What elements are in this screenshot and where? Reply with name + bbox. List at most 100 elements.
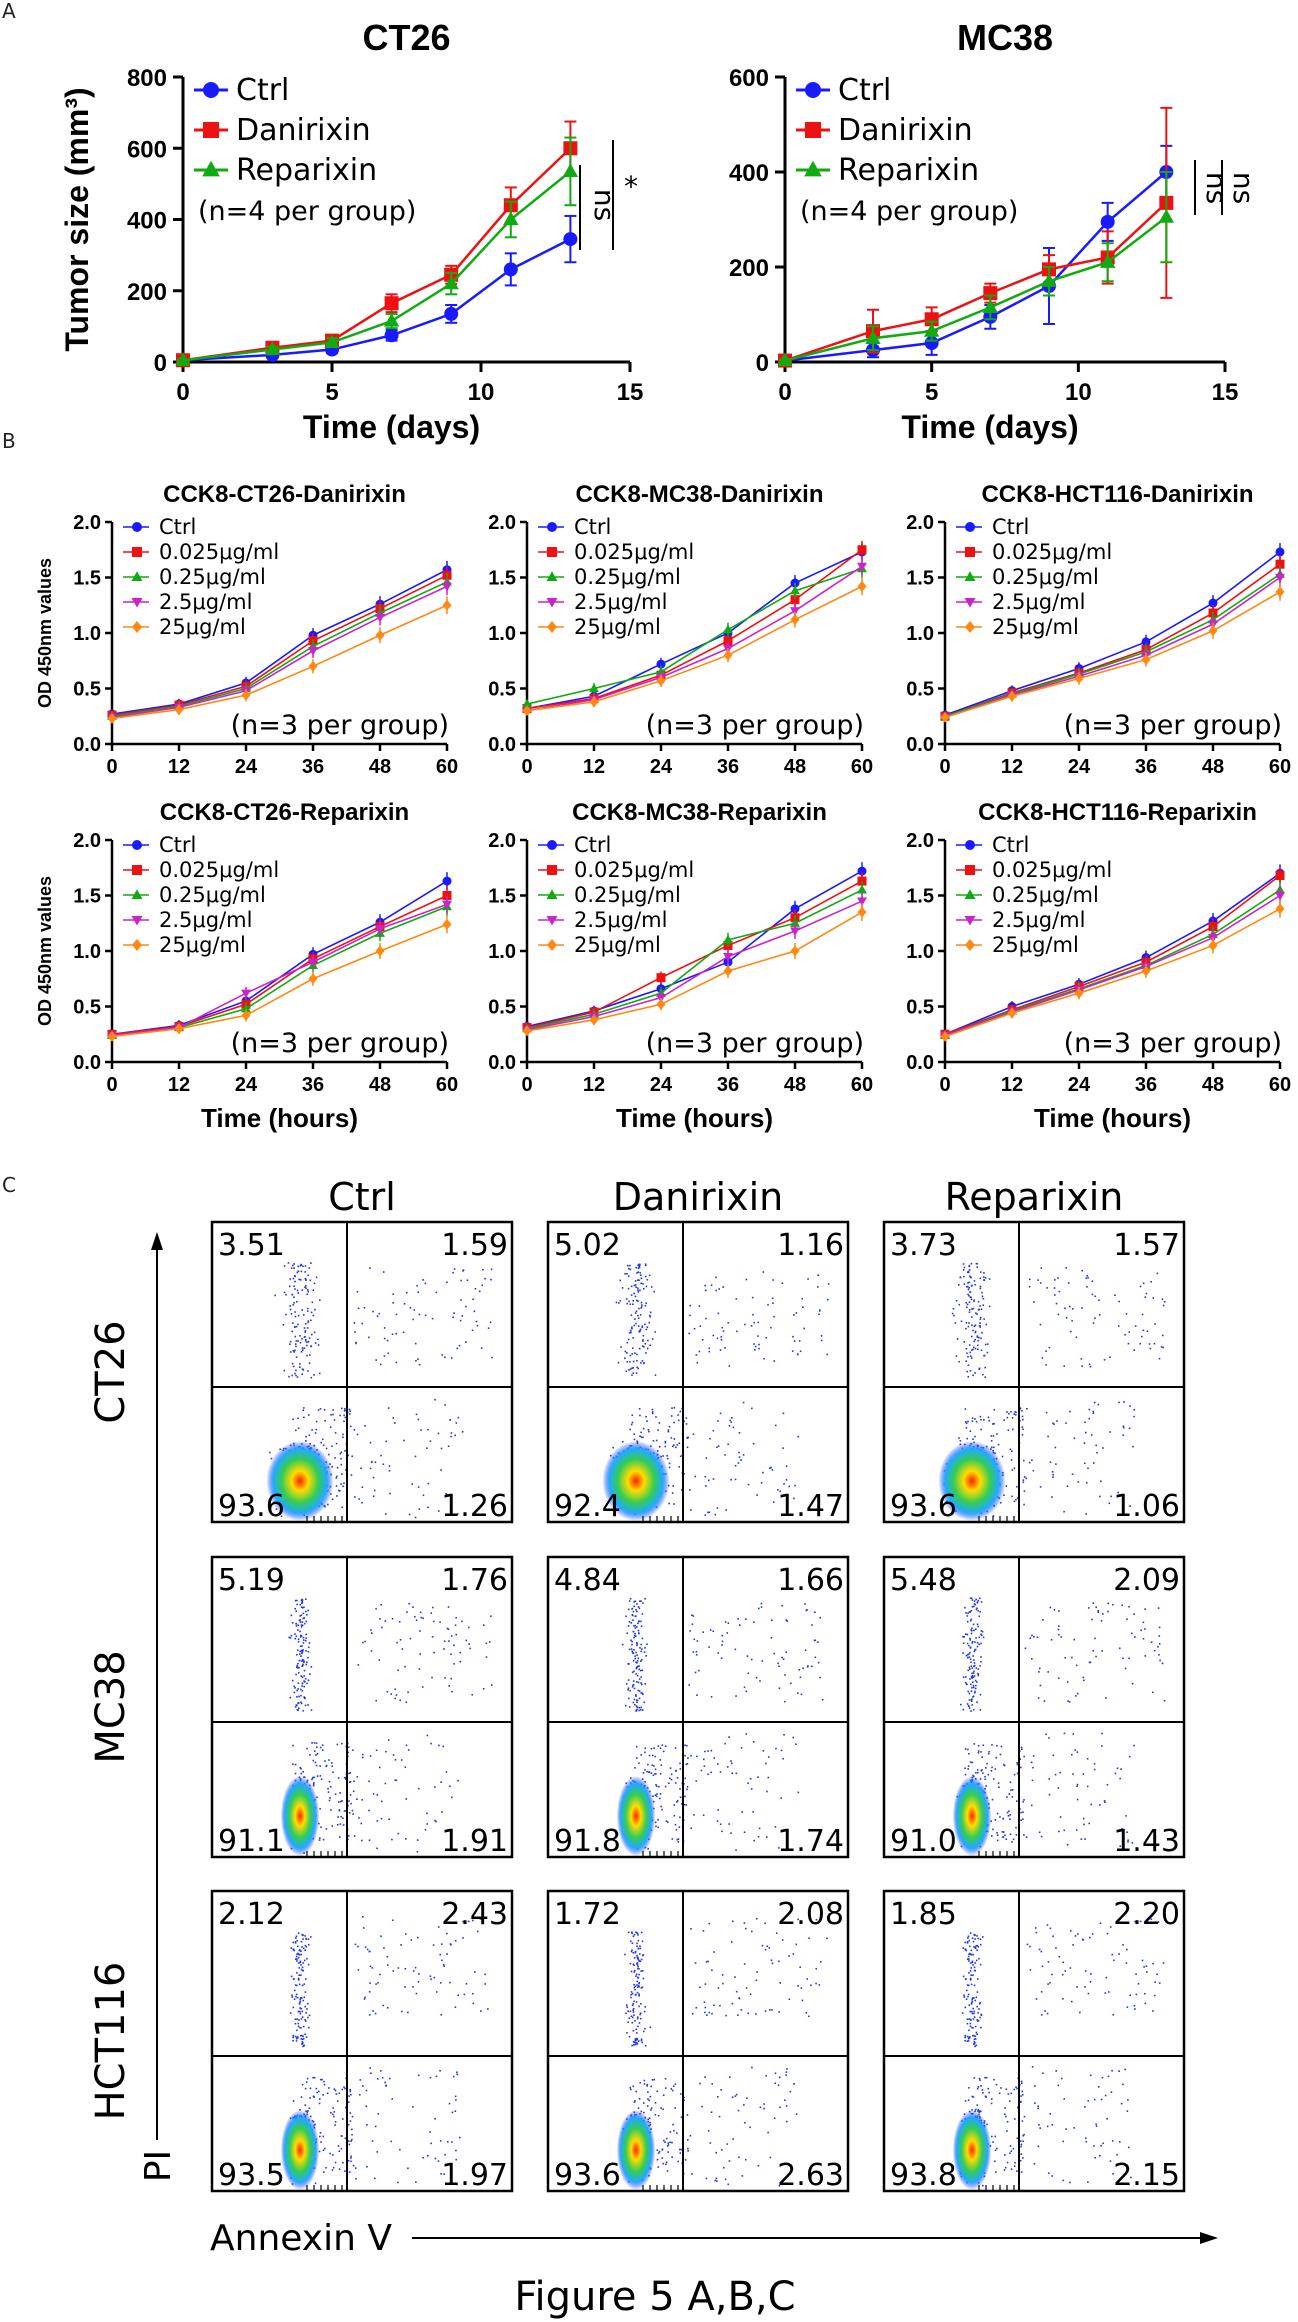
dot bbox=[657, 1429, 659, 1431]
y-tick-label: 0.0 bbox=[488, 734, 516, 756]
dot bbox=[648, 1430, 650, 1433]
dot bbox=[673, 1503, 675, 1505]
dot bbox=[406, 1291, 408, 1294]
data-point bbox=[1275, 891, 1285, 901]
x-tick-label: 12 bbox=[583, 1074, 605, 1096]
series-4 bbox=[522, 903, 867, 1037]
dot bbox=[675, 1446, 677, 1449]
legend-label: 2.5μg/ml bbox=[159, 908, 252, 932]
chart-title: CT26 bbox=[362, 17, 450, 58]
dot bbox=[414, 1342, 417, 1345]
y-tick-label: 0.5 bbox=[73, 997, 101, 1019]
dot bbox=[280, 1515, 283, 1518]
dot bbox=[465, 1341, 467, 1343]
dot bbox=[1148, 1343, 1151, 1345]
dot bbox=[303, 1347, 306, 1349]
dot bbox=[980, 1418, 982, 1421]
quadrant-ul: 3.73 bbox=[890, 1228, 957, 1263]
dot bbox=[639, 1328, 642, 1331]
y-tick-label: 1.5 bbox=[488, 568, 516, 590]
dot bbox=[705, 1289, 707, 1292]
dot bbox=[654, 1331, 657, 1333]
dot bbox=[671, 1492, 674, 1494]
dot bbox=[461, 1430, 464, 1433]
data-point bbox=[656, 659, 666, 669]
dot bbox=[304, 1322, 307, 1325]
dot bbox=[788, 1485, 791, 1488]
dot bbox=[615, 1301, 618, 1304]
dot bbox=[705, 1457, 708, 1459]
dot bbox=[967, 1375, 970, 1378]
dot bbox=[460, 1299, 462, 1301]
dot bbox=[827, 1283, 830, 1285]
dot bbox=[354, 1331, 356, 1333]
x-tick-label: 5 bbox=[325, 379, 338, 406]
dot bbox=[972, 1374, 974, 1377]
dot bbox=[294, 1311, 296, 1313]
dot bbox=[1005, 1485, 1008, 1487]
dot bbox=[356, 1291, 359, 1293]
series-line bbox=[111, 581, 448, 718]
dot bbox=[979, 1305, 981, 1307]
dot bbox=[1028, 1285, 1031, 1288]
dot bbox=[982, 1276, 985, 1278]
dot bbox=[452, 1316, 454, 1318]
y-tick-label: 0.0 bbox=[73, 734, 101, 756]
dot bbox=[704, 1284, 706, 1287]
dot bbox=[334, 1457, 336, 1459]
dot bbox=[1063, 1510, 1065, 1513]
legend-marker bbox=[131, 916, 143, 926]
dot bbox=[310, 1345, 312, 1347]
dot bbox=[342, 1436, 344, 1439]
dot bbox=[708, 1350, 711, 1353]
x-tick-label: 36 bbox=[717, 1074, 739, 1096]
dot bbox=[712, 1334, 715, 1337]
dot bbox=[632, 1299, 635, 1302]
dot bbox=[478, 1290, 481, 1293]
dot bbox=[820, 1339, 823, 1342]
dot bbox=[965, 1347, 968, 1350]
y-tick-label: 2.0 bbox=[906, 512, 934, 534]
dot bbox=[774, 1424, 777, 1427]
dot bbox=[708, 1511, 711, 1514]
dot bbox=[982, 1297, 985, 1300]
dot bbox=[313, 1331, 316, 1334]
dot bbox=[670, 1415, 673, 1417]
dot bbox=[637, 1291, 640, 1293]
dot bbox=[293, 1267, 295, 1269]
dot bbox=[424, 1314, 427, 1317]
dot bbox=[450, 1357, 453, 1359]
dot bbox=[716, 1337, 719, 1340]
dot bbox=[1045, 1411, 1048, 1414]
y-axis-label: OD 450nm values bbox=[35, 558, 55, 708]
dot bbox=[308, 1267, 311, 1269]
dot bbox=[1081, 1269, 1084, 1272]
y-tick-label: 0.0 bbox=[488, 1052, 516, 1074]
dot bbox=[988, 1305, 991, 1308]
dot bbox=[716, 1507, 719, 1509]
dot bbox=[637, 1267, 640, 1270]
dot bbox=[757, 1321, 760, 1324]
y-tick-label: 1.5 bbox=[488, 886, 516, 908]
dot bbox=[1152, 1297, 1155, 1299]
dot bbox=[1095, 1444, 1097, 1447]
dot bbox=[382, 1463, 385, 1466]
dot bbox=[392, 1293, 395, 1296]
dot bbox=[734, 1478, 737, 1481]
dot bbox=[1122, 1434, 1124, 1436]
dot bbox=[734, 1464, 737, 1467]
x-axis-label: Time (days) bbox=[303, 409, 480, 445]
dot bbox=[958, 1303, 961, 1306]
chart-title: CCK8-HCT116-Danirixin bbox=[981, 481, 1253, 508]
dot bbox=[1067, 1282, 1070, 1284]
dot bbox=[295, 1374, 297, 1377]
dot bbox=[638, 1265, 641, 1268]
data-point bbox=[1208, 625, 1218, 637]
data-point bbox=[723, 636, 733, 646]
dot bbox=[1117, 1491, 1120, 1494]
legend-label: 0.25μg/ml bbox=[574, 565, 681, 589]
dot bbox=[293, 1263, 296, 1265]
data-point bbox=[175, 352, 191, 366]
dot bbox=[1054, 1279, 1056, 1281]
dot bbox=[303, 1416, 305, 1419]
